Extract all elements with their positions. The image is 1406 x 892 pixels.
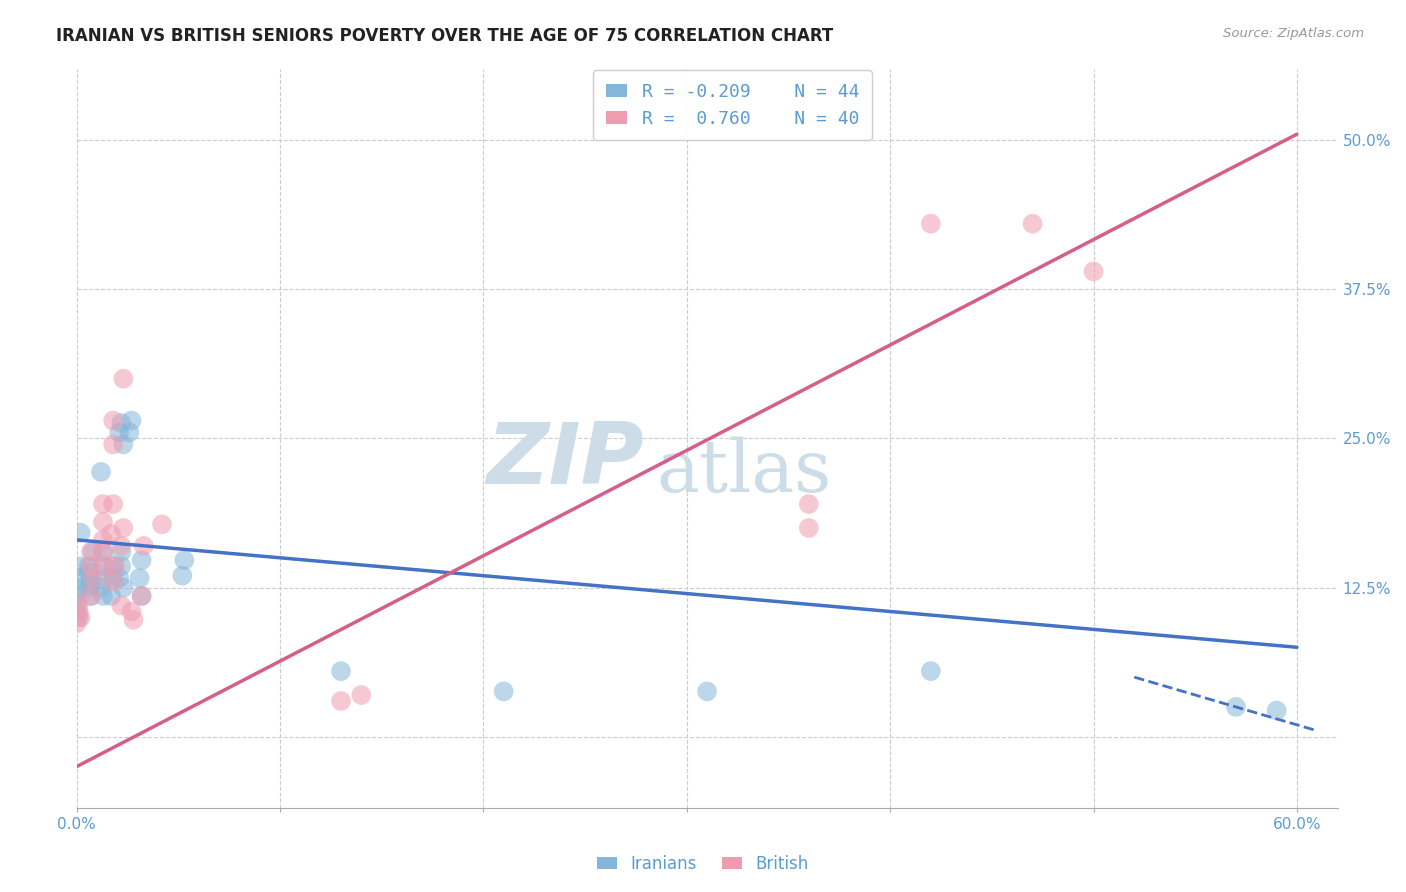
- Point: [173, 553, 195, 567]
- Point: [330, 664, 353, 678]
- Point: [91, 545, 114, 559]
- Point: [65, 589, 87, 603]
- Point: [172, 568, 194, 582]
- Text: atlas: atlas: [657, 436, 832, 507]
- Point: [67, 597, 90, 611]
- Point: [110, 559, 132, 574]
- Point: [65, 597, 87, 611]
- Point: [330, 694, 353, 708]
- Point: [108, 425, 131, 440]
- Point: [110, 599, 132, 613]
- Point: [67, 605, 90, 619]
- Point: [110, 545, 132, 559]
- Point: [80, 589, 103, 603]
- Point: [797, 497, 820, 511]
- Point: [350, 688, 373, 702]
- Point: [112, 521, 135, 535]
- Point: [121, 605, 143, 619]
- Point: [110, 416, 132, 430]
- Point: [67, 571, 90, 585]
- Point: [131, 589, 153, 603]
- Point: [101, 574, 124, 589]
- Point: [121, 413, 143, 427]
- Point: [101, 559, 124, 574]
- Point: [90, 581, 112, 595]
- Point: [112, 437, 135, 451]
- Point: [80, 571, 103, 585]
- Point: [101, 437, 124, 451]
- Point: [90, 465, 112, 479]
- Point: [104, 559, 127, 574]
- Point: [128, 571, 150, 585]
- Point: [82, 571, 104, 585]
- Point: [920, 217, 942, 231]
- Point: [1225, 700, 1247, 714]
- Point: [1083, 264, 1105, 278]
- Point: [91, 497, 114, 511]
- Point: [67, 610, 90, 624]
- Point: [108, 571, 131, 585]
- Point: [101, 413, 124, 427]
- Point: [91, 533, 114, 547]
- Point: [80, 559, 103, 574]
- Point: [492, 684, 515, 698]
- Point: [80, 545, 103, 559]
- Point: [1265, 704, 1288, 718]
- Point: [91, 515, 114, 529]
- Point: [101, 571, 124, 585]
- Point: [69, 525, 91, 540]
- Text: IRANIAN VS BRITISH SENIORS POVERTY OVER THE AGE OF 75 CORRELATION CHART: IRANIAN VS BRITISH SENIORS POVERTY OVER …: [56, 27, 834, 45]
- Point: [67, 581, 90, 595]
- Point: [91, 545, 114, 559]
- Point: [77, 581, 100, 595]
- Point: [82, 545, 104, 559]
- Point: [80, 577, 103, 591]
- Point: [122, 613, 145, 627]
- Point: [112, 372, 135, 386]
- Point: [80, 589, 103, 603]
- Point: [696, 684, 718, 698]
- Point: [100, 589, 122, 603]
- Point: [69, 610, 91, 624]
- Point: [77, 565, 100, 579]
- Point: [150, 517, 173, 532]
- Point: [67, 559, 90, 574]
- Point: [100, 527, 122, 541]
- Point: [131, 553, 153, 567]
- Point: [77, 559, 100, 574]
- Text: Source: ZipAtlas.com: Source: ZipAtlas.com: [1223, 27, 1364, 40]
- Point: [797, 521, 820, 535]
- Point: [65, 605, 87, 619]
- Point: [112, 581, 135, 595]
- Point: [91, 589, 114, 603]
- Point: [132, 539, 155, 553]
- Point: [118, 425, 141, 440]
- Point: [131, 589, 153, 603]
- Point: [920, 664, 942, 678]
- Point: [94, 571, 117, 585]
- Text: ZIP: ZIP: [486, 419, 644, 502]
- Point: [94, 559, 117, 574]
- Point: [91, 559, 114, 574]
- Legend: R = -0.209    N = 44, R =  0.760    N = 40: R = -0.209 N = 44, R = 0.760 N = 40: [593, 70, 872, 140]
- Point: [65, 616, 87, 631]
- Point: [1021, 217, 1043, 231]
- Point: [101, 497, 124, 511]
- Point: [110, 539, 132, 553]
- Legend: Iranians, British: Iranians, British: [591, 848, 815, 880]
